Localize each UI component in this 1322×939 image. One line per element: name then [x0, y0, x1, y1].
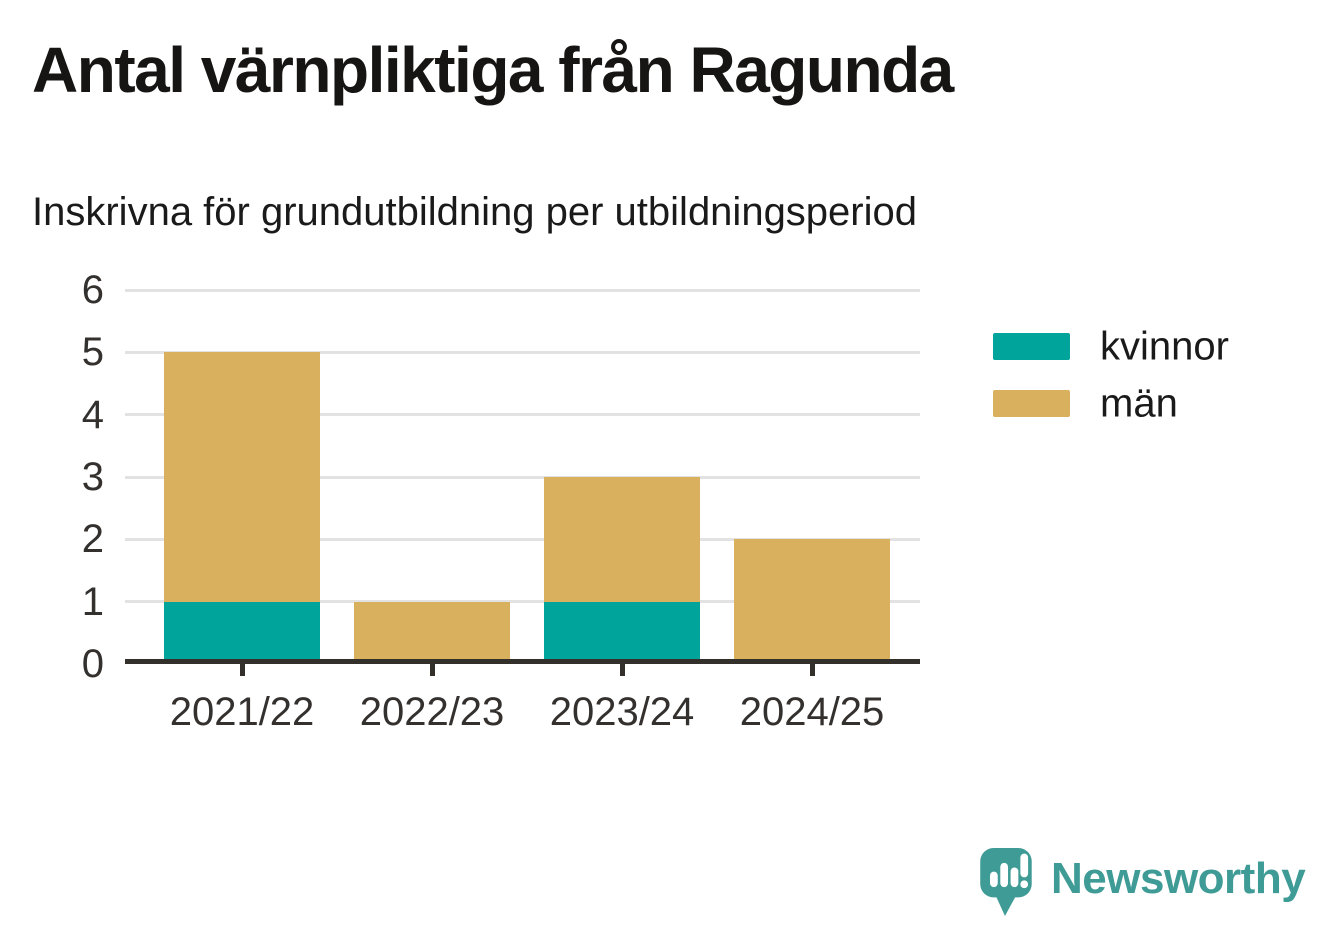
- x-axis-label: 2021/22: [169, 690, 315, 734]
- y-axis-label: 2: [81, 517, 104, 562]
- y-axis-label: 1: [81, 579, 104, 624]
- bar-2024/25-män: [734, 539, 890, 664]
- gridline: [125, 600, 920, 604]
- bar-2023/24-män: [544, 477, 700, 602]
- gridline: [125, 350, 920, 354]
- gridline: [125, 288, 920, 292]
- brand-name: Newsworthy: [1051, 854, 1306, 903]
- x-tick: [619, 664, 625, 676]
- newsworthy-logo-icon: [980, 848, 1032, 916]
- y-axis-label: 0: [81, 642, 104, 686]
- y-axis-label: 3: [81, 455, 104, 499]
- x-tick: [809, 664, 815, 676]
- bar-2023/24-kvinnor: [544, 601, 700, 664]
- y-axis-label: 4: [81, 392, 104, 437]
- bar-2021/22-kvinnor: [164, 601, 320, 664]
- legend-label-kvinnor: kvinnor: [1100, 324, 1229, 368]
- y-axis-label: 6: [81, 268, 104, 312]
- x-axis-label: 2022/23: [359, 690, 505, 734]
- x-axis-line: [125, 659, 920, 664]
- x-axis-label: 2024/25: [739, 690, 885, 734]
- x-tick: [429, 664, 435, 676]
- bar-2022/23-män: [354, 601, 510, 664]
- chart-title: Antal värnpliktiga från Ragunda: [32, 34, 954, 106]
- gridline: [125, 413, 920, 417]
- legend-label-män: män: [1100, 381, 1178, 425]
- gridline: [125, 475, 920, 479]
- bar-2021/22-män: [164, 352, 320, 602]
- x-axis-label: 2023/24: [549, 690, 695, 734]
- gridline: [125, 537, 920, 541]
- legend-swatch-män: [993, 390, 1070, 417]
- x-tick: [239, 664, 245, 676]
- legend-swatch-kvinnor: [993, 333, 1070, 360]
- chart-subtitle: Inskrivna för grundutbildning per utbild…: [32, 190, 917, 234]
- y-axis-label: 5: [81, 330, 104, 375]
